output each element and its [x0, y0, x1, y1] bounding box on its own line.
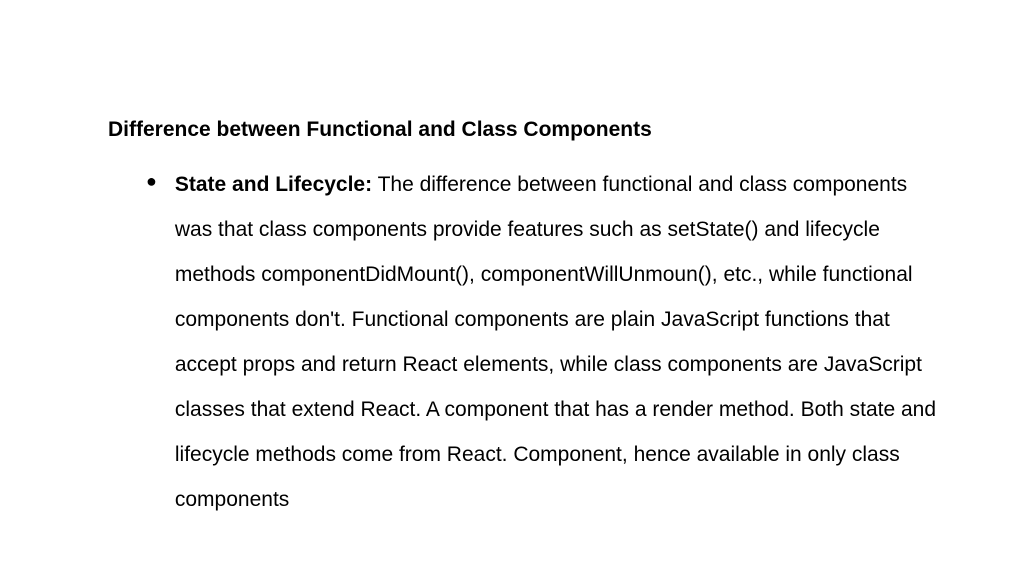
- bullet-body: The difference between functional and cl…: [175, 173, 936, 511]
- bullet-icon: ●: [146, 162, 157, 200]
- document-content: Difference between Functional and Class …: [0, 0, 1024, 522]
- list-item: ● State and Lifecycle: The difference be…: [146, 162, 949, 522]
- bullet-text: State and Lifecycle: The difference betw…: [175, 162, 949, 522]
- bullet-list: ● State and Lifecycle: The difference be…: [108, 162, 949, 522]
- page-heading: Difference between Functional and Class …: [108, 118, 949, 142]
- bullet-label: State and Lifecycle:: [175, 173, 372, 196]
